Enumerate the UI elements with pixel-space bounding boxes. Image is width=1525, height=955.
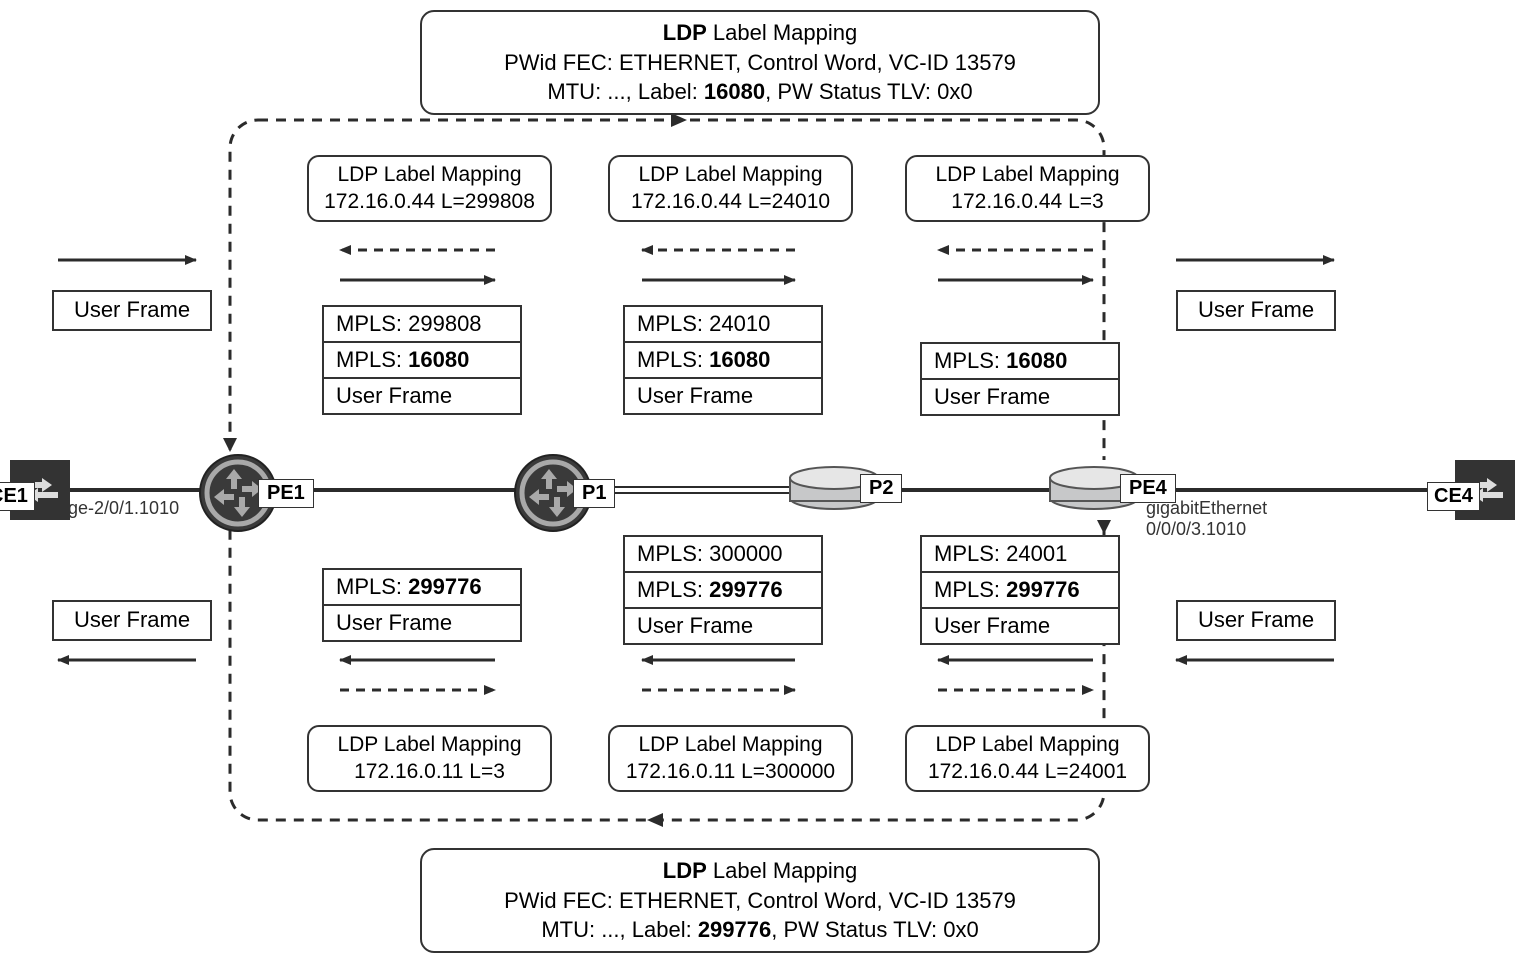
stack-cell: User Frame — [322, 379, 522, 415]
ldp-mapping-small: LDP Label Mapping172.16.0.44 L=299808 — [307, 155, 552, 222]
stack-cell: MPLS: 299808 — [322, 305, 522, 343]
stack-cell: MPLS: 300000 — [623, 535, 823, 573]
stack-cell: MPLS: 24001 — [920, 535, 1120, 573]
stack-cell: MPLS: 299776 — [920, 573, 1120, 609]
mpls-stack: MPLS: 299776User Frame — [322, 568, 522, 642]
ldp-mapping-small: LDP Label Mapping172.16.0.44 L=3 — [905, 155, 1150, 222]
ldp-mapping-small: LDP Label Mapping172.16.0.11 L=3 — [307, 725, 552, 792]
interface-label-left: ge-2/0/1.1010 — [68, 498, 179, 519]
device-label: CE1 — [0, 482, 35, 511]
mpls-stack: MPLS: 24001MPLS: 299776User Frame — [920, 535, 1120, 645]
user-frame: User Frame — [52, 600, 212, 641]
edge-switch: CE1 — [10, 460, 70, 520]
ldp-mapping-small: LDP Label Mapping172.16.0.44 L=24001 — [905, 725, 1150, 792]
mpls-stack: MPLS: 16080User Frame — [920, 342, 1120, 416]
ldp-mapping-bottom: LDP Label MappingPWid FEC: ETHERNET, Con… — [420, 848, 1100, 953]
edge-switch: CE4 — [1455, 460, 1515, 520]
device-label: P2 — [860, 474, 902, 503]
stack-cell: User Frame — [623, 609, 823, 645]
stack-cell: MPLS: 299776 — [322, 568, 522, 606]
stack-cell: MPLS: 16080 — [623, 343, 823, 379]
ldp-mapping-small: LDP Label Mapping172.16.0.11 L=300000 — [608, 725, 853, 792]
device-label: PE4 — [1120, 474, 1176, 503]
stack-cell: MPLS: 16080 — [920, 342, 1120, 380]
device-label: PE1 — [258, 479, 314, 508]
device-label: CE4 — [1427, 482, 1480, 511]
ldp-mapping-small: LDP Label Mapping172.16.0.44 L=24010 — [608, 155, 853, 222]
device-label: P1 — [573, 479, 615, 508]
stack-cell: MPLS: 24010 — [623, 305, 823, 343]
user-frame: User Frame — [1176, 600, 1336, 641]
stack-cell: MPLS: 299776 — [623, 573, 823, 609]
mpls-stack: MPLS: 299808MPLS: 16080User Frame — [322, 305, 522, 415]
user-frame: User Frame — [1176, 290, 1336, 331]
mpls-stack: MPLS: 300000MPLS: 299776User Frame — [623, 535, 823, 645]
stack-cell: User Frame — [920, 380, 1120, 416]
user-frame: User Frame — [52, 290, 212, 331]
mpls-stack: MPLS: 24010MPLS: 16080User Frame — [623, 305, 823, 415]
stack-cell: MPLS: 16080 — [322, 343, 522, 379]
interface-label-right: gigabitEthernet0/0/0/3.1010 — [1146, 498, 1267, 540]
stack-cell: User Frame — [322, 606, 522, 642]
stack-cell: User Frame — [623, 379, 823, 415]
ldp-mapping-top: LDP Label MappingPWid FEC: ETHERNET, Con… — [420, 10, 1100, 115]
stack-cell: User Frame — [920, 609, 1120, 645]
